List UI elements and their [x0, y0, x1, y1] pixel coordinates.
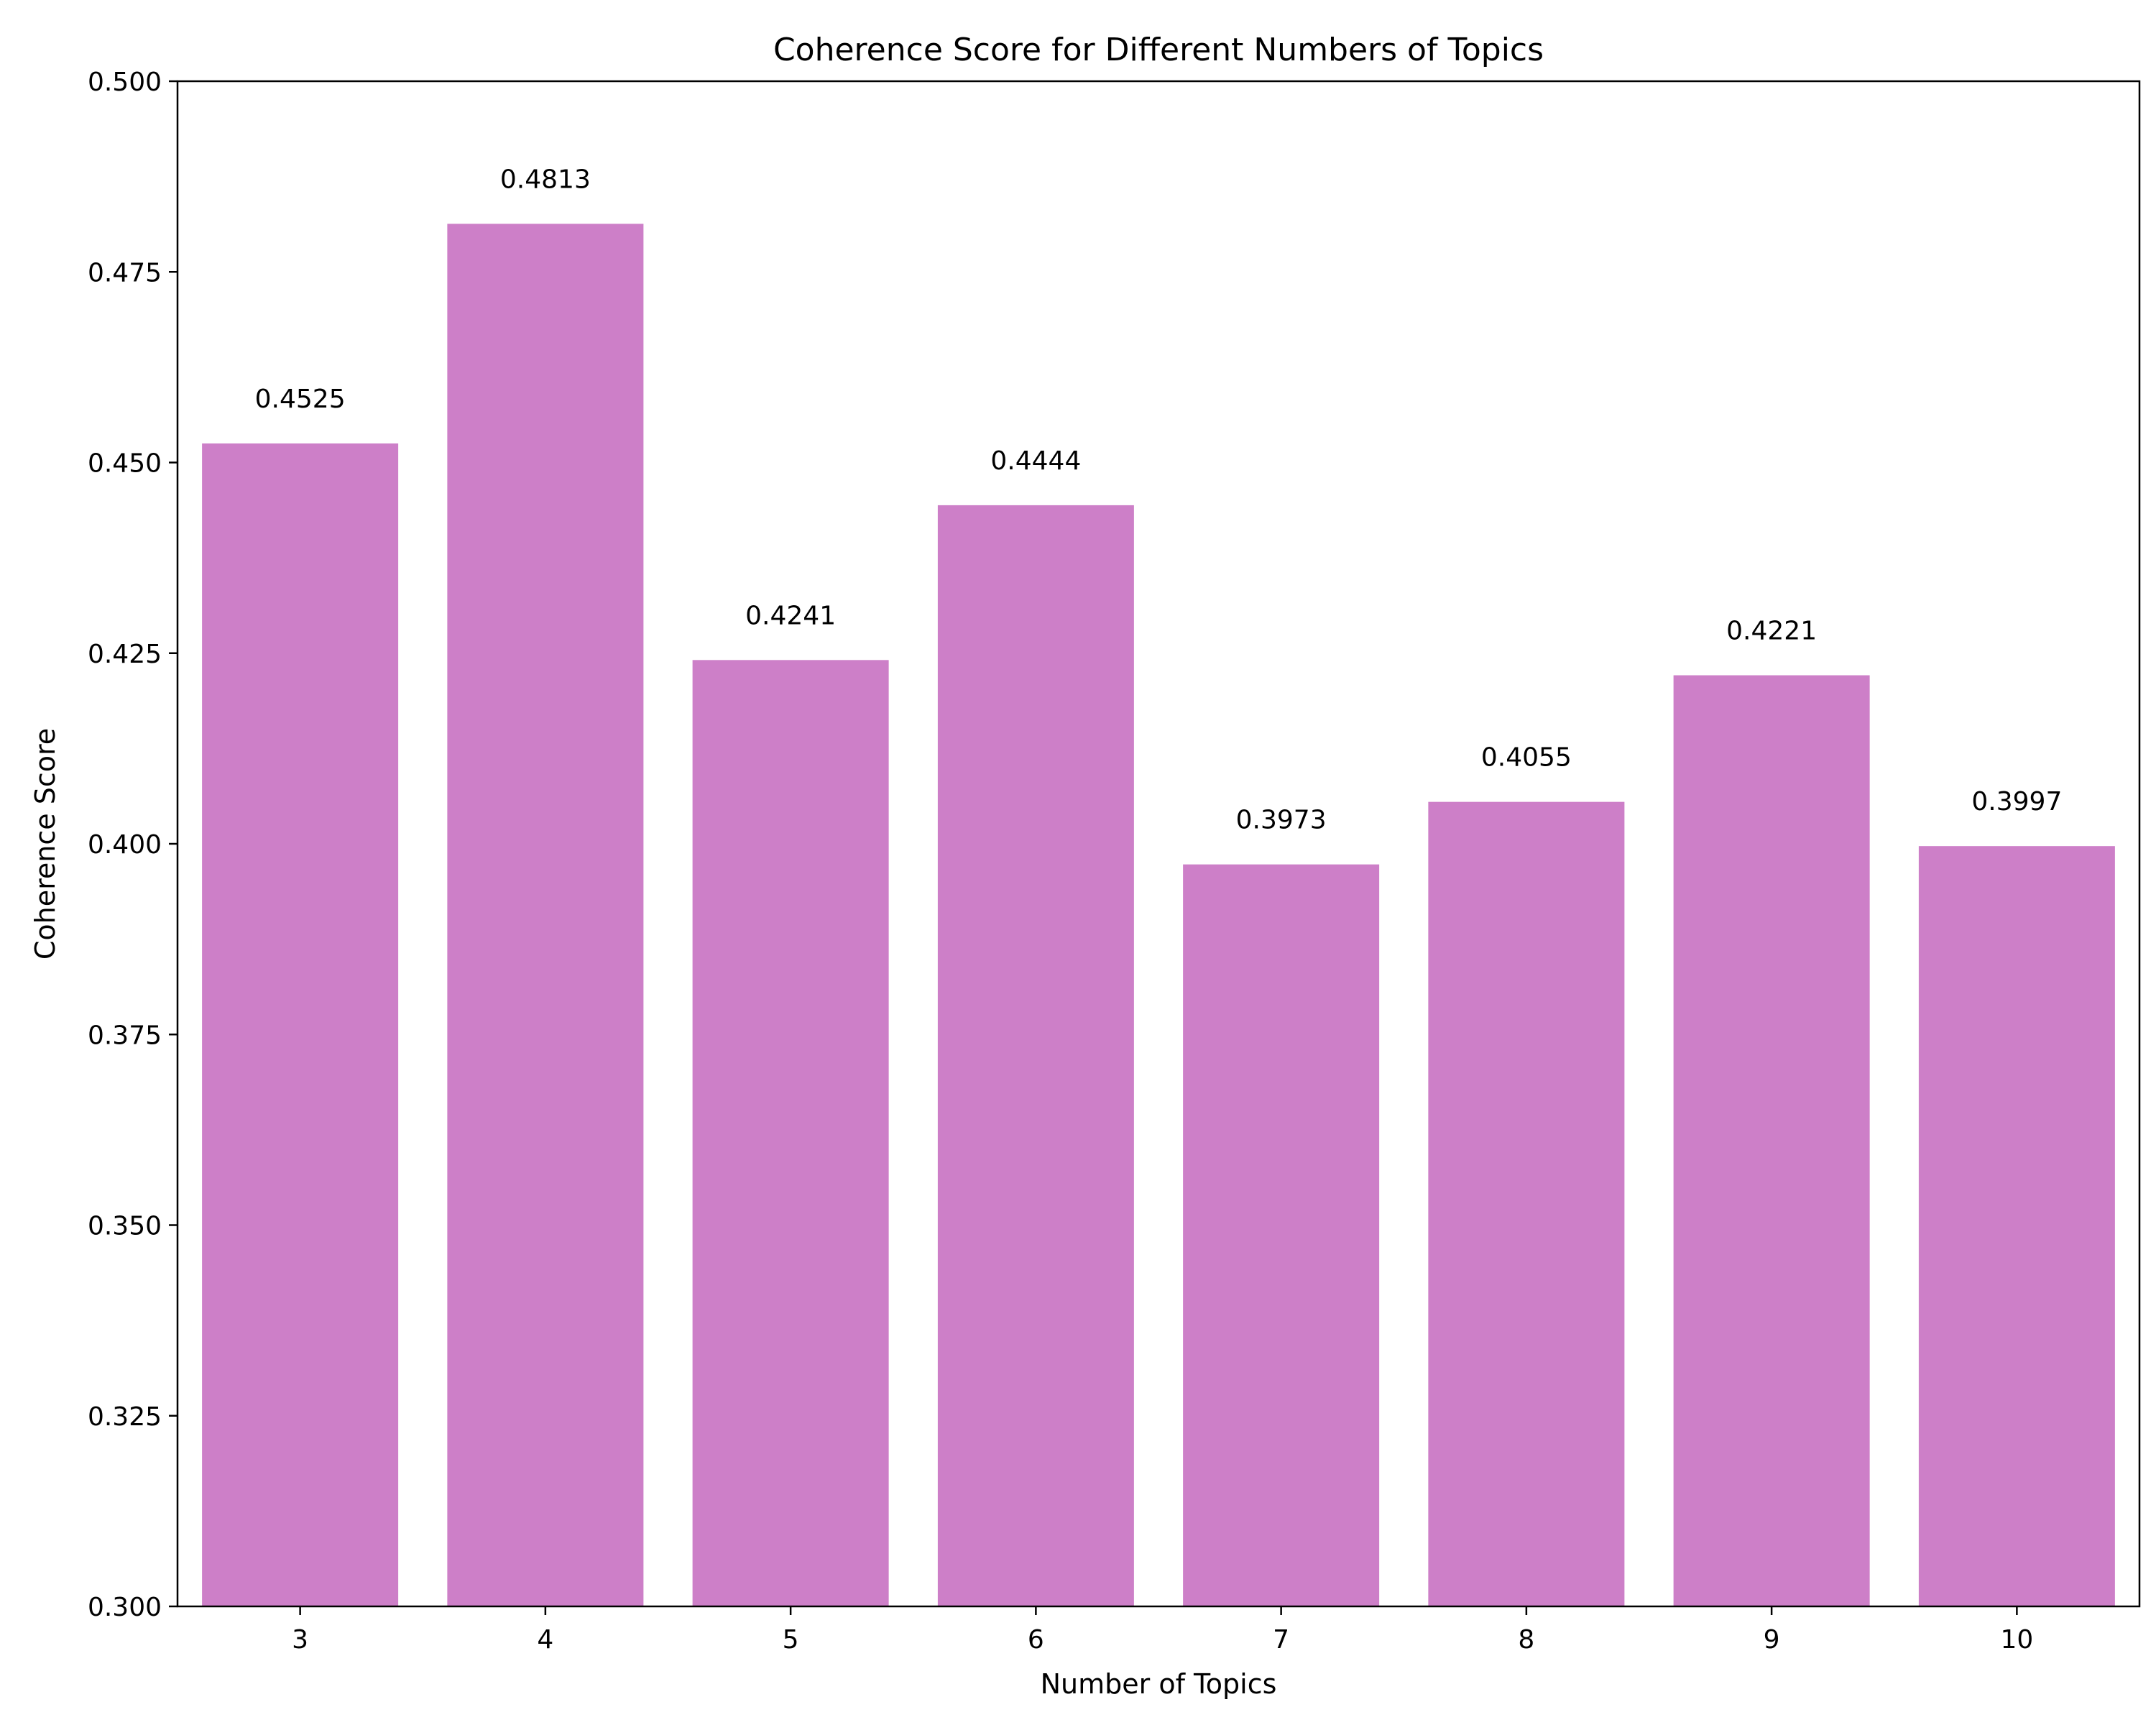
x-tick-label-3: 3: [292, 1625, 308, 1655]
y-tick-label: 0.475: [88, 258, 162, 288]
data-label-9: 0.4221: [1726, 617, 1817, 646]
y-tick-label: 0.375: [88, 1021, 162, 1050]
data-label-10: 0.3997: [1971, 787, 2062, 816]
bar-7: [1183, 865, 1379, 1606]
y-tick-label: 0.500: [88, 68, 162, 97]
bar-9: [1674, 676, 1870, 1606]
bars-group: [202, 224, 2115, 1606]
x-axis: 3 4 5 6 7 8 9 10: [292, 1606, 2033, 1655]
y-tick-label: 0.300: [88, 1593, 162, 1622]
bar-3: [202, 443, 398, 1606]
x-tick-label-6: 6: [1028, 1625, 1044, 1655]
x-tick-label-8: 8: [1518, 1625, 1534, 1655]
bar-8: [1428, 802, 1624, 1606]
x-axis-label: Number of Topics: [1041, 1668, 1277, 1700]
data-label-7: 0.3973: [1236, 806, 1327, 835]
data-label-5: 0.4241: [745, 601, 836, 630]
bar-6: [938, 505, 1134, 1606]
x-tick-label-10: 10: [2000, 1625, 2033, 1655]
y-tick-label: 0.425: [88, 640, 162, 669]
data-label-8: 0.4055: [1481, 743, 1572, 773]
bar-10: [1919, 846, 2115, 1606]
x-tick-label-5: 5: [783, 1625, 799, 1655]
y-tick-label: 0.325: [88, 1402, 162, 1432]
chart-title: Coherence Score for Different Numbers of…: [773, 32, 1544, 68]
x-tick-label-4: 4: [537, 1625, 553, 1655]
y-tick-label: 0.450: [88, 449, 162, 479]
x-tick-label-9: 9: [1764, 1625, 1780, 1655]
bar-4: [447, 224, 643, 1606]
y-tick-label: 0.350: [88, 1212, 162, 1241]
x-tick-label-7: 7: [1273, 1625, 1289, 1655]
y-tick-label: 0.400: [88, 830, 162, 860]
bar-5: [693, 660, 889, 1606]
y-axis-label: Coherence Score: [29, 728, 61, 960]
data-label-6: 0.4444: [990, 446, 1081, 476]
data-label-4: 0.4813: [500, 165, 591, 194]
data-label-3: 0.4525: [255, 385, 346, 414]
y-axis: 0.300 0.325 0.350 0.375 0.400 0.425 0.450 0.475…: [88, 68, 178, 1622]
